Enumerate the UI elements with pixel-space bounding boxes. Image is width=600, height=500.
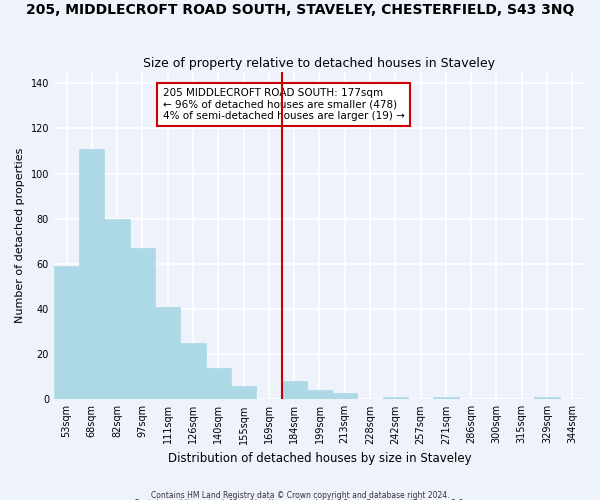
- Text: 205, MIDDLECROFT ROAD SOUTH, STAVELEY, CHESTERFIELD, S43 3NQ: 205, MIDDLECROFT ROAD SOUTH, STAVELEY, C…: [26, 2, 574, 16]
- Bar: [130, 248, 155, 400]
- Bar: [54, 266, 79, 400]
- Text: 205 MIDDLECROFT ROAD SOUTH: 177sqm
← 96% of detached houses are smaller (478)
4%: 205 MIDDLECROFT ROAD SOUTH: 177sqm ← 96%…: [163, 88, 404, 121]
- Bar: [307, 390, 332, 400]
- Bar: [433, 397, 458, 400]
- Bar: [332, 392, 358, 400]
- Bar: [281, 382, 307, 400]
- Bar: [104, 219, 130, 400]
- Bar: [181, 343, 206, 400]
- Bar: [535, 397, 560, 400]
- Bar: [79, 149, 104, 400]
- Bar: [206, 368, 231, 400]
- Title: Size of property relative to detached houses in Staveley: Size of property relative to detached ho…: [143, 56, 496, 70]
- Text: Contains HM Land Registry data © Crown copyright and database right 2024.: Contains HM Land Registry data © Crown c…: [151, 490, 449, 500]
- Bar: [231, 386, 256, 400]
- Y-axis label: Number of detached properties: Number of detached properties: [15, 148, 25, 324]
- Bar: [383, 397, 408, 400]
- X-axis label: Distribution of detached houses by size in Staveley: Distribution of detached houses by size …: [167, 452, 471, 465]
- Bar: [155, 307, 181, 400]
